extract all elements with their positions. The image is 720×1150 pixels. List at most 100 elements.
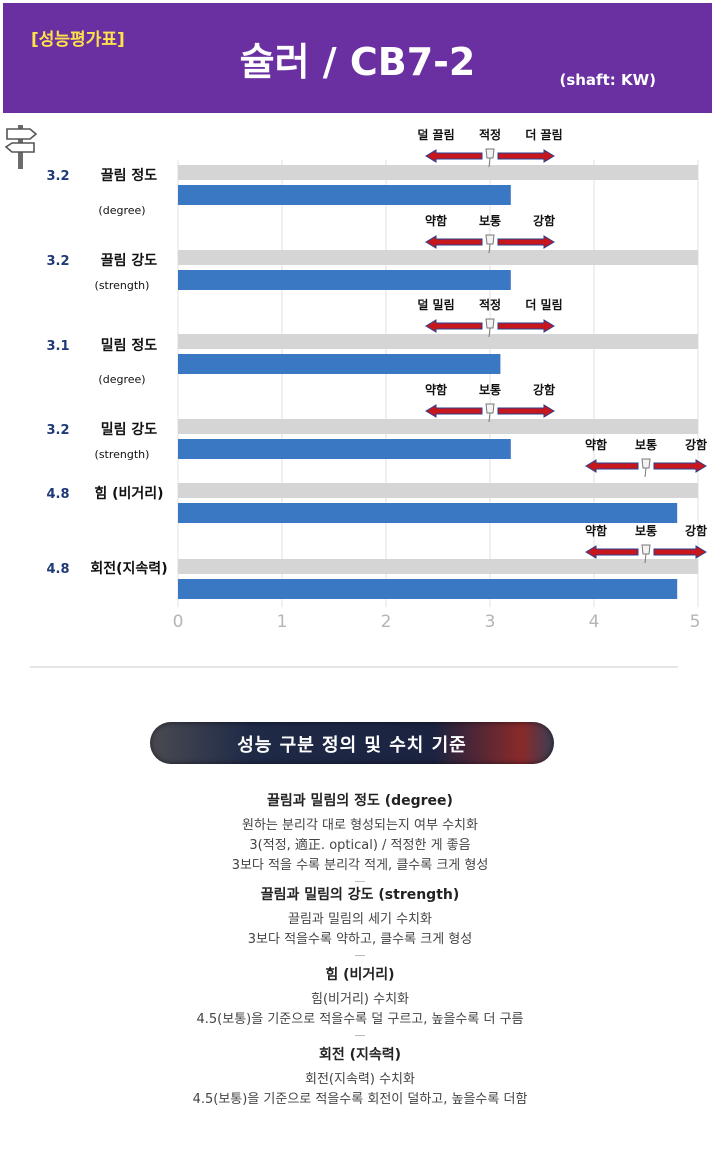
guide-arrow-left (425, 319, 483, 333)
pin-icon (485, 318, 495, 338)
tick-label: 4 (589, 612, 600, 632)
guide-right-label: 더 밀림 (525, 297, 562, 312)
guide-left-label: 약함 (425, 382, 447, 397)
definition-title: 끌림과 밀림의 정도 (degree) (267, 793, 453, 809)
definition-strength: 끌림과 밀림의 강도 (strength) 끌림과 밀림의 세기 수치화 3보다… (0, 884, 720, 956)
bar-track (178, 419, 698, 434)
definition-title: 힘 (비거리) (325, 967, 395, 983)
guide-mid-label: 보통 (479, 213, 501, 228)
value-label: 4.8 (46, 562, 69, 577)
definition-line: 4.5(보통)을 기준으로 적을수록 덜 구르고, 높을수록 더 구름 (196, 1012, 524, 1027)
value-label: 3.2 (46, 254, 69, 269)
row-sublabel: (degree) (98, 373, 145, 386)
row-label: 끌림 정도 (101, 167, 158, 184)
guide-arrow-right (497, 149, 555, 163)
tick-label: 0 (173, 612, 184, 632)
guide-arrow-left (425, 149, 483, 163)
chart-row: 3.1 밀림 정도 (degree) 덜 밀림 적정 더 밀림 (46, 297, 698, 386)
guide-mid-label: 보통 (635, 523, 657, 538)
guide-mid-label: 적정 (479, 127, 501, 142)
bar (178, 270, 511, 290)
guide-arrow-right (653, 459, 707, 473)
row-sublabel: (strength) (95, 448, 150, 461)
tick-label: 1 (277, 612, 288, 632)
bar (178, 579, 678, 599)
guide-arrow-left (425, 235, 483, 249)
row-label: 회전(지속력) (90, 560, 167, 577)
value-label: 3.1 (46, 339, 69, 354)
definition-line: 힘(비거리) 수치화 (311, 992, 409, 1007)
guide-left-label: 약함 (585, 523, 607, 538)
chart-row: 4.8 힘 (비거리) 약함 보통 강함 (46, 437, 707, 523)
bar (178, 185, 511, 205)
definition-title: 끌림과 밀림의 강도 (strength) (260, 887, 460, 903)
header-banner: [성능평가표] 슐러 / CB7-2 (shaft: KW) (3, 3, 712, 113)
definition-degree: 끌림과 밀림의 정도 (degree) 원하는 분리각 대로 형성되는지 여부 … (0, 790, 720, 882)
guide-arrow-right (653, 545, 707, 559)
definition-line: 4.5(보통)을 기준으로 적을수록 회전이 덜하고, 높을수록 더함 (192, 1092, 528, 1107)
guide-mid-label: 적정 (479, 297, 501, 312)
separator (355, 955, 365, 956)
row-label: 밀림 정도 (101, 337, 158, 354)
guide-right-label: 강함 (533, 213, 555, 228)
pin-icon (641, 544, 651, 564)
value-label: 3.2 (46, 169, 69, 184)
guide-arrow-left (425, 404, 483, 418)
chart-row: 3.2 끌림 정도 (degree) 덜 끌림 적정 더 끌림 (46, 127, 698, 217)
pin-icon (485, 403, 495, 423)
separator (355, 881, 365, 882)
row-label: 힘 (비거리) (94, 485, 163, 502)
definition-line: 3보다 적을수록 약하고, 클수록 크게 형성 (247, 932, 473, 947)
guide-arrow-left (585, 459, 639, 473)
definition-line: 끌림과 밀림의 세기 수치화 (288, 912, 432, 927)
tick-label: 2 (381, 612, 392, 632)
guide-left-label: 약함 (425, 213, 447, 228)
row-label: 끌림 강도 (101, 252, 158, 269)
guide-right-label: 더 끌림 (525, 127, 562, 142)
definition-banner-title: 성능 구분 정의 및 수치 기준 (237, 735, 467, 756)
value-label: 4.8 (46, 487, 69, 502)
shaft-label: (shaft: KW) (559, 71, 656, 89)
guide-right-label: 강함 (533, 382, 555, 397)
guide-arrow-right (497, 235, 555, 249)
guide-left-label: 덜 끌림 (417, 128, 454, 142)
chart-row: 3.2 끌림 강도 (strength) 약함 보통 강함 (46, 213, 698, 292)
pin-icon (485, 234, 495, 254)
guide-left-label: 덜 밀림 (417, 298, 454, 312)
pin-icon (641, 458, 651, 478)
row-sublabel: (strength) (95, 279, 150, 292)
section-divider (30, 666, 678, 668)
guide-mid-label: 보통 (635, 437, 657, 452)
guide-arrow-right (497, 404, 555, 418)
guide-mid-label: 보통 (479, 382, 501, 397)
pin-icon (485, 148, 495, 168)
definition-title: 회전 (지속력) (318, 1047, 402, 1063)
definition-power: 힘 (비거리) 힘(비거리) 수치화 4.5(보통)을 기준으로 적을수록 덜 … (0, 964, 720, 1036)
value-label: 3.2 (46, 423, 69, 438)
page-title: 슐러 / CB7-2 (239, 40, 476, 84)
tick-label: 5 (690, 612, 701, 632)
performance-chart: 3.2 끌림 정도(degree)덜 끌림 적정 더 끌림3.2 끌림 강도(stren… (4, 125, 707, 632)
definition-spin: 회전 (지속력) 회전(지속력) 수치화 4.5(보통)을 기준으로 적을수록 … (0, 1044, 720, 1110)
definition-line: 회전(지속력) 수치화 (305, 1072, 415, 1087)
bar-track (178, 334, 698, 349)
guide-arrow-right (497, 319, 555, 333)
bar (178, 439, 511, 459)
definition-line: 원하는 분리각 대로 형성되는지 여부 수치화 (242, 818, 478, 833)
chart-row: 4.8 회전(지속력) 약함 보통 강함 (46, 523, 707, 599)
bar-track (178, 559, 698, 574)
definition-line: 3(적정, 適正. optical) / 적정한 게 좋음 (249, 838, 471, 853)
bar-track (178, 250, 698, 265)
bar (178, 354, 501, 374)
tick-label: 3 (485, 612, 496, 632)
page-tag: [성능평가표] (31, 30, 125, 50)
definition-banner: 성능 구분 정의 및 수치 기준 (150, 722, 554, 764)
bar (178, 503, 678, 523)
row-sublabel: (degree) (98, 204, 145, 217)
bar-track (178, 165, 698, 180)
bar-track (178, 483, 698, 498)
guide-arrow-left (585, 545, 639, 559)
definition-line: 3보다 적을 수록 분리각 적게, 클수록 크게 형성 (231, 858, 489, 873)
separator (355, 1035, 365, 1036)
row-label: 밀림 강도 (101, 421, 158, 438)
